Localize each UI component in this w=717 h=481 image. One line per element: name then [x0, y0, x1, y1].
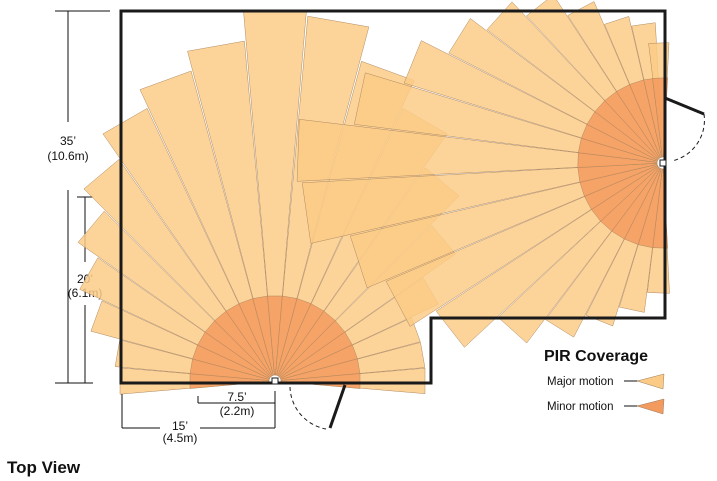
dimension-15ft-meters: (4.5m) [163, 431, 198, 445]
dimension-35ft-feet: 35’ [60, 134, 76, 148]
dimension-7-5ft-feet: 7.5’ [227, 390, 246, 404]
legend-major-label: Major motion [547, 376, 613, 388]
bottom-sensor [271, 377, 279, 385]
dimension-20ft [77, 196, 93, 384]
legend-major-swatch [636, 373, 665, 390]
dimension-15ft [121, 391, 276, 429]
dimension-35ft-meters: (10.6m) [47, 149, 88, 163]
right-sensor [659, 159, 667, 167]
bottom-minor-wedge [280, 373, 361, 389]
legend: PIR Coverage Major motion Minor motion [544, 348, 665, 415]
legend-title: PIR Coverage [544, 348, 648, 365]
dimension-7-5ft-meters: (2.2m) [220, 404, 255, 418]
view-title: Top View [7, 458, 81, 477]
legend-minor-swatch [636, 398, 665, 415]
dimension-35ft [55, 10, 110, 384]
dimension-15ft-feet: 15’ [172, 419, 188, 433]
room-outline [119, 9, 667, 385]
legend-minor-label: Minor motion [547, 401, 613, 413]
bottom-door [289, 384, 347, 430]
sensor-right-coverage [296, 0, 670, 348]
dimension-7-5ft [197, 396, 275, 404]
right-door [664, 96, 705, 162]
